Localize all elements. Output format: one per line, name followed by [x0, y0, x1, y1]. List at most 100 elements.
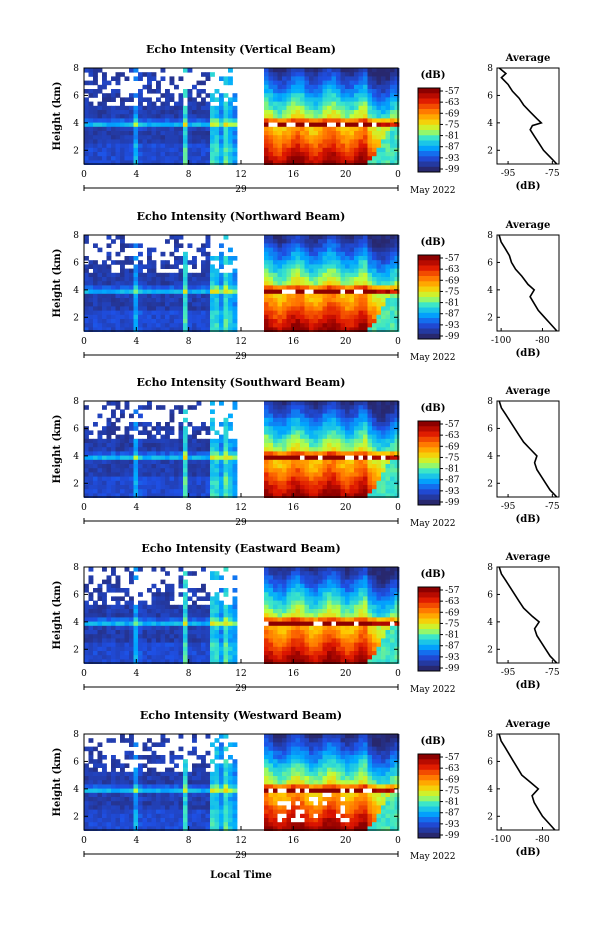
cell [336, 302, 341, 307]
cell [385, 268, 391, 274]
cell [205, 609, 211, 614]
cell [133, 567, 139, 572]
cell [133, 422, 139, 427]
cell [385, 152, 391, 157]
cell [120, 642, 125, 648]
cell [138, 319, 143, 324]
cell [192, 489, 197, 494]
cell [214, 443, 220, 448]
cell [169, 592, 175, 597]
cell [390, 306, 395, 311]
cell [160, 468, 166, 473]
cell [111, 588, 116, 593]
cell [93, 588, 98, 593]
cell [286, 298, 292, 303]
cell [106, 114, 112, 119]
cell [201, 298, 206, 303]
cell [223, 319, 229, 324]
cell [210, 114, 215, 119]
cell [84, 583, 89, 589]
cell [93, 422, 98, 427]
cell [205, 239, 211, 244]
cell [336, 464, 341, 469]
cell [327, 122, 332, 128]
cell [84, 68, 89, 73]
cell [151, 480, 157, 486]
cell [264, 293, 269, 299]
cell [313, 579, 319, 585]
cell [147, 617, 152, 622]
cell [385, 438, 391, 444]
cell [358, 413, 364, 419]
cell [120, 480, 125, 486]
cell [169, 609, 175, 614]
cell [156, 118, 161, 123]
cell [111, 613, 116, 618]
cell [313, 256, 319, 261]
cell [331, 327, 337, 332]
cell [304, 476, 310, 482]
cell [174, 160, 179, 165]
cell [273, 630, 278, 635]
cell [300, 76, 305, 81]
cell [268, 268, 274, 274]
cell [295, 126, 301, 132]
cell [142, 455, 148, 461]
cell [210, 93, 215, 98]
cell [210, 401, 215, 406]
cell [106, 93, 112, 98]
cell [381, 314, 386, 320]
cell [214, 310, 220, 316]
cell [102, 101, 107, 107]
cell [223, 567, 229, 572]
avg-x-axis-label: (dB) [516, 514, 541, 525]
cell [124, 426, 130, 431]
cell [228, 152, 233, 157]
cell [106, 485, 112, 490]
cell [300, 89, 305, 94]
cell [295, 638, 301, 643]
cell [309, 464, 314, 469]
cell [309, 76, 314, 81]
cell [102, 659, 107, 664]
cell [201, 285, 206, 290]
cell [309, 327, 314, 332]
cell [151, 451, 157, 456]
cell [295, 160, 301, 165]
cell [309, 417, 314, 423]
colorbar-tick-label: -57 [445, 420, 460, 430]
cell [138, 447, 143, 452]
cell [174, 272, 179, 278]
cell [178, 489, 184, 494]
cell [376, 272, 382, 278]
cell [205, 613, 211, 618]
cell [282, 93, 287, 98]
cell [336, 256, 341, 261]
cell [268, 600, 274, 606]
cell [340, 260, 346, 265]
cell [363, 277, 368, 282]
avg-x-tick-label: -95 [501, 502, 516, 512]
cell [273, 451, 278, 456]
cell [367, 451, 373, 456]
cell [192, 651, 197, 656]
cell [124, 476, 130, 482]
cell [133, 409, 139, 414]
cell [394, 289, 400, 295]
cell [327, 264, 332, 269]
cell [291, 426, 296, 431]
cell [160, 476, 166, 482]
cell [336, 405, 341, 410]
cell [376, 251, 382, 257]
cell [210, 306, 215, 311]
cell [223, 455, 229, 461]
cell [354, 302, 359, 307]
cell [354, 84, 359, 90]
cell [151, 592, 157, 597]
cell [196, 135, 202, 140]
cell [183, 118, 188, 123]
colorbar-swatch [418, 166, 440, 173]
cell [187, 314, 193, 320]
cell [174, 447, 179, 452]
cell [340, 302, 346, 307]
